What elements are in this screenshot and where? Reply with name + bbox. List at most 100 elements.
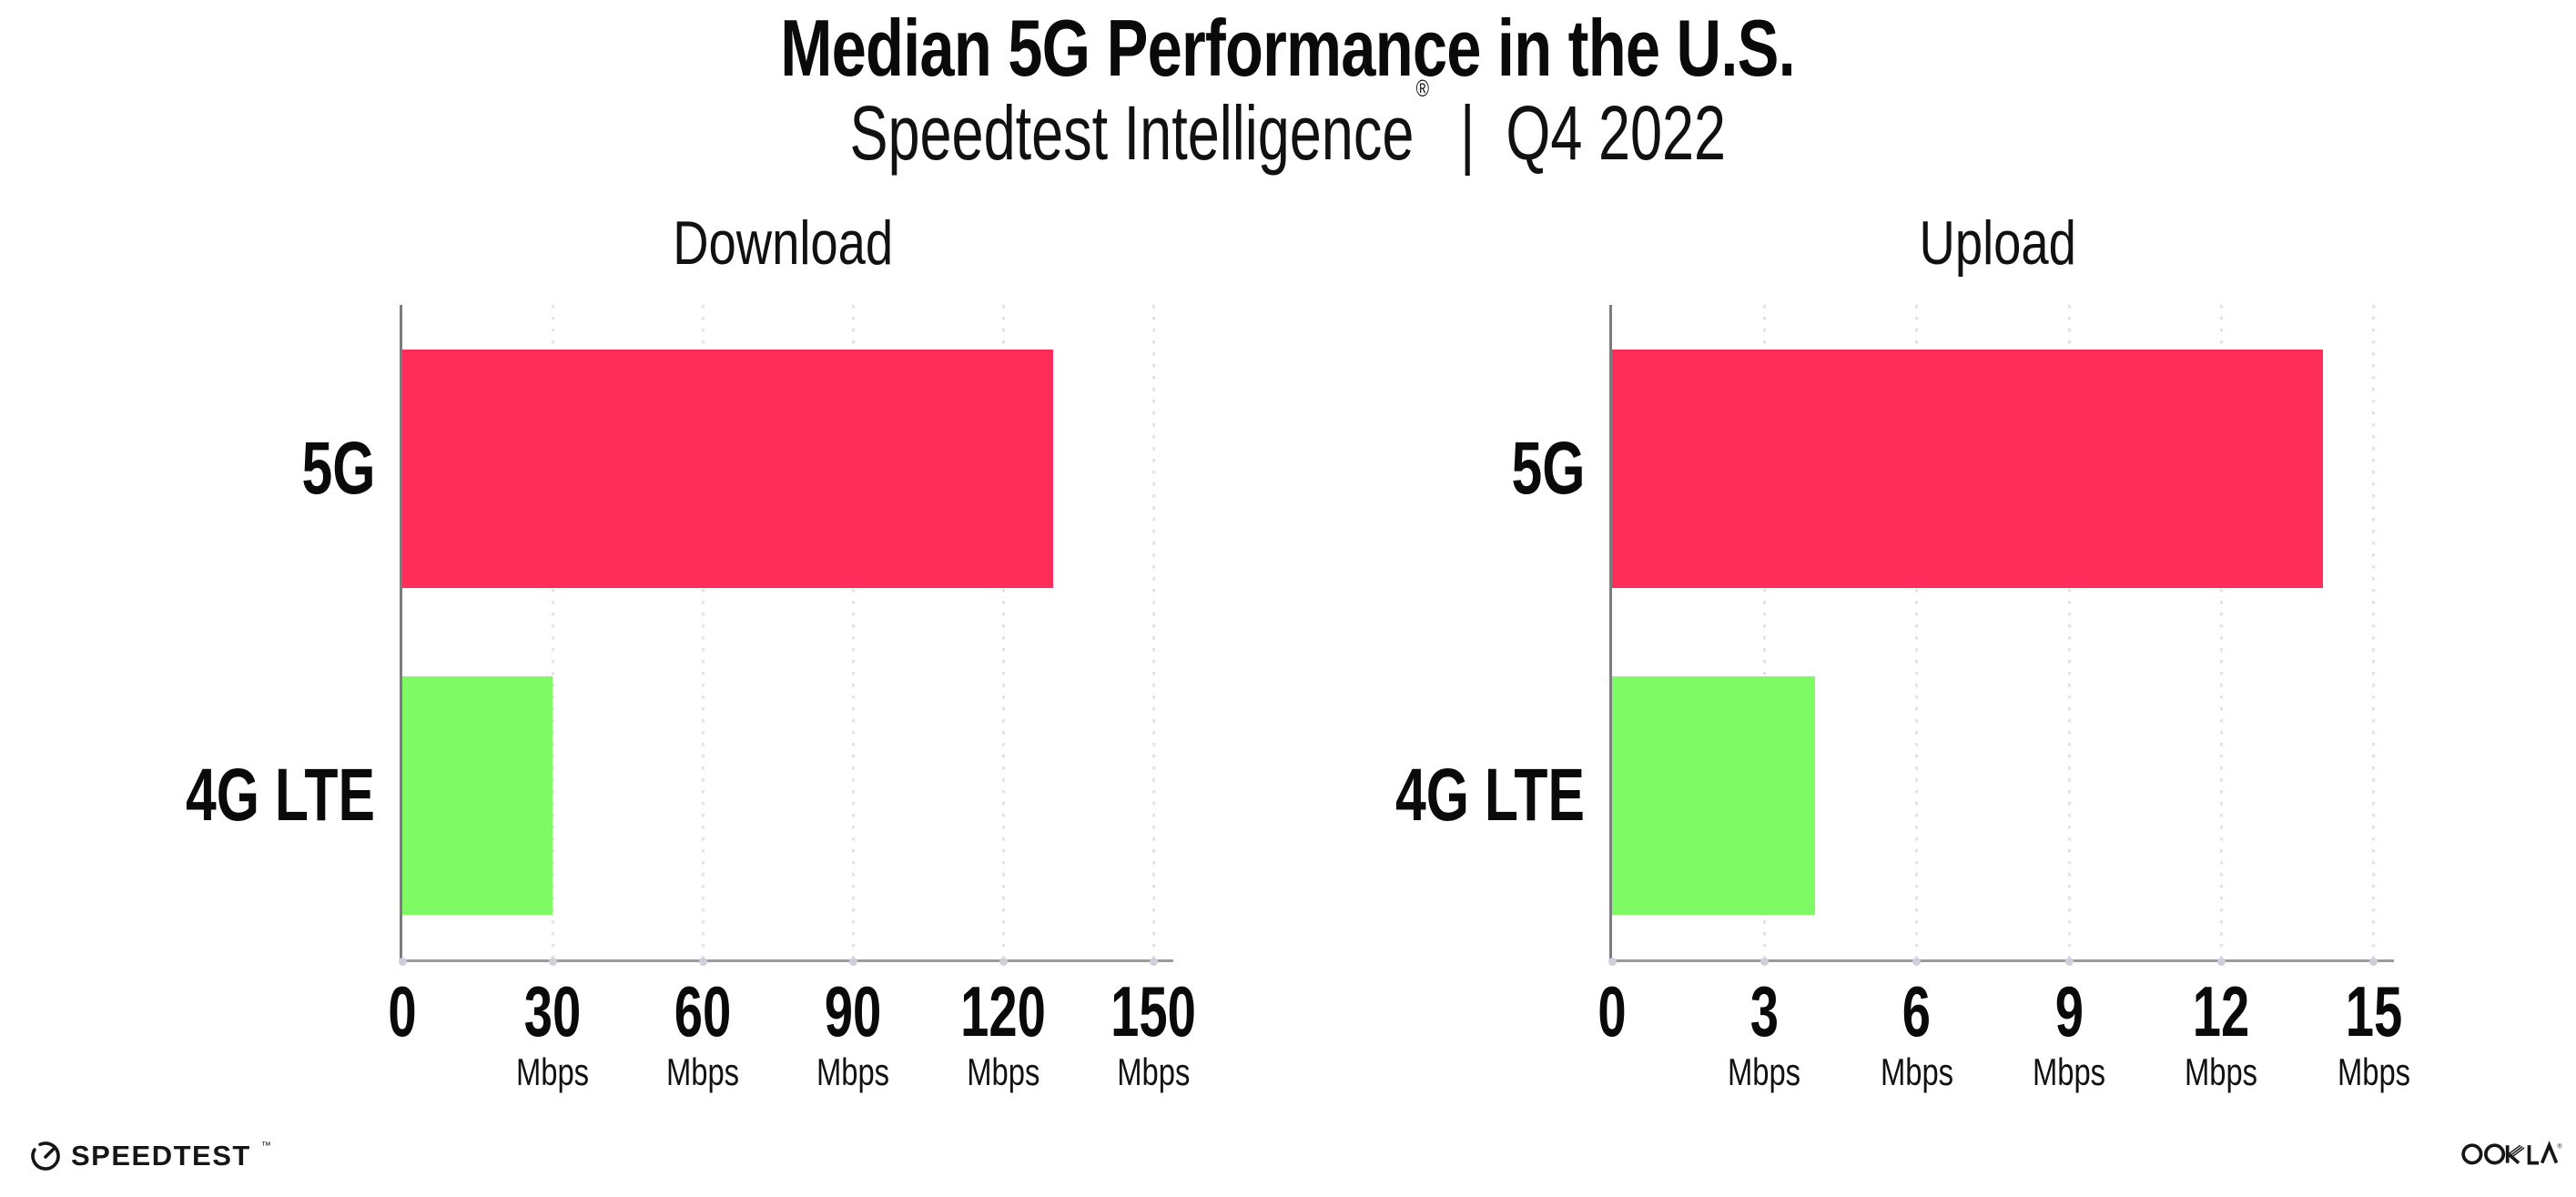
category-label-5g: 5G	[276, 431, 375, 506]
x-tick-label: 6	[1870, 976, 1963, 1047]
x-tick-value: 0	[388, 971, 417, 1051]
page-subtitle: Speedtest Intelligence® | Q4 2022	[0, 75, 2576, 178]
x-tick-90: 90 Mbps	[806, 976, 900, 1093]
x-tick-unit: Mbps	[2175, 1051, 2268, 1093]
x-tick-value: 3	[1749, 971, 1779, 1051]
x-axis-line	[1609, 959, 2394, 962]
y-axis-line	[400, 305, 402, 961]
x-tick-label: 3	[1718, 976, 1811, 1047]
x-tick-value: 12	[2193, 971, 2250, 1051]
speedtest-wordmark: SPEEDTEST	[71, 1140, 251, 1172]
gridline-9	[2067, 305, 2071, 959]
x-tick-value: 90	[824, 971, 882, 1051]
axis-tick-mark-0	[398, 958, 407, 966]
upload-chart-title: Upload	[1612, 208, 2384, 279]
x-tick-value: 6	[1902, 971, 1932, 1051]
x-tick-label: 120	[944, 976, 1062, 1047]
axis-tick-mark-12	[2216, 958, 2226, 966]
x-tick-unit: Mbps	[806, 1051, 900, 1093]
x-tick-unit: Mbps	[506, 1051, 600, 1093]
download-gridlines	[402, 305, 1163, 959]
x-tick-label: 150	[1094, 976, 1212, 1047]
x-tick-3: 3 Mbps	[1718, 976, 1811, 1093]
gridline-12	[2219, 305, 2223, 959]
axis-tick-mark-3	[1760, 958, 1769, 966]
x-tick-0: 0	[1592, 976, 1631, 1047]
gridline-60	[701, 305, 705, 959]
x-tick-label: 90	[806, 976, 900, 1047]
x-tick-12: 12 Mbps	[2175, 976, 2268, 1093]
category-label-4g-lte: 4G LTE	[1329, 758, 1585, 833]
gridline-150	[1151, 305, 1155, 959]
x-tick-unit: Mbps	[656, 1051, 750, 1093]
x-tick-unit-text: Mbps	[2185, 1050, 2258, 1093]
trademark-mark: ™	[260, 1141, 271, 1151]
axis-tick-mark-120	[999, 958, 1008, 966]
download-plot-area	[398, 305, 1173, 966]
x-tick-unit-text: Mbps	[1880, 1050, 1953, 1093]
axis-tick-mark-60	[698, 958, 707, 966]
x-tick-label: 30	[506, 976, 600, 1047]
x-tick-unit-text: Mbps	[1116, 1050, 1191, 1093]
upload-gridlines	[1612, 305, 2384, 959]
x-tick-label: 0	[1592, 976, 1631, 1047]
x-tick-value: 60	[674, 971, 732, 1051]
x-tick-unit-text: Mbps	[2337, 1050, 2410, 1093]
ookla-wordmark-icon: ®	[2461, 1141, 2562, 1165]
upload-x-axis-ticks: 0 3 Mbps 6 Mbps 9 Mbps 12 Mbps 15 Mbps	[1597, 976, 2410, 1121]
axis-tick-mark-150	[1149, 958, 1158, 966]
gridline-90	[851, 305, 855, 959]
x-tick-30: 30 Mbps	[506, 976, 600, 1093]
x-tick-6: 6 Mbps	[1870, 976, 1963, 1093]
upload-category-labels: 5G 4G LTE	[1166, 305, 1585, 959]
x-tick-label: 0	[382, 976, 421, 1047]
bar-4g-lte	[1612, 676, 1816, 916]
page-title: Median 5G Performance in the U.S.	[0, 2, 2576, 95]
x-axis-line	[400, 959, 1173, 962]
x-tick-0: 0	[382, 976, 421, 1047]
bar-5g	[1612, 349, 2324, 588]
axis-tick-mark-6	[1912, 958, 1922, 966]
x-tick-unit: Mbps	[2023, 1051, 2116, 1093]
y-axis-line	[1609, 305, 1612, 961]
subtitle-divider: |	[1460, 90, 1476, 176]
x-tick-label: 12	[2175, 976, 2268, 1047]
x-tick-value: 15	[2345, 971, 2403, 1051]
upload-plot-area	[1607, 305, 2394, 966]
ookla-logo: ®	[2461, 1140, 2563, 1172]
x-tick-150: 150 Mbps	[1094, 976, 1212, 1093]
ookla-registered-mark: ®	[2557, 1143, 2562, 1151]
x-tick-unit-text: Mbps	[816, 1050, 890, 1093]
x-tick-unit: Mbps	[944, 1051, 1062, 1093]
x-tick-value: 120	[960, 971, 1046, 1051]
x-tick-unit: Mbps	[1718, 1051, 1811, 1093]
upload-chart-title-text: Upload	[1919, 208, 2077, 278]
gridline-15	[2372, 305, 2376, 959]
x-tick-unit-text: Mbps	[1728, 1050, 1801, 1093]
x-tick-label: 9	[2023, 976, 2116, 1047]
x-tick-label: 60	[656, 976, 750, 1047]
registered-trademark-mark: ®	[1415, 75, 1430, 102]
axis-tick-mark-90	[848, 958, 857, 966]
download-chart-title: Download	[402, 208, 1163, 279]
x-tick-value: 30	[523, 971, 582, 1051]
category-label-text: 5G	[1511, 426, 1585, 510]
gridline-6	[1915, 305, 1919, 959]
x-tick-value: 150	[1111, 971, 1196, 1051]
x-tick-label: 15	[2327, 976, 2420, 1047]
axis-tick-mark-9	[2064, 958, 2074, 966]
gridline-120	[1001, 305, 1005, 959]
subtitle-period: Q4 2022	[1506, 90, 1727, 176]
x-tick-9: 9 Mbps	[2023, 976, 2116, 1093]
x-tick-unit-text: Mbps	[966, 1050, 1040, 1093]
x-tick-60: 60 Mbps	[656, 976, 750, 1093]
x-tick-value: 9	[2054, 971, 2084, 1051]
x-tick-unit: Mbps	[1094, 1051, 1212, 1093]
subtitle-product: Speedtest Intelligence	[849, 90, 1415, 176]
x-tick-value: 0	[1597, 971, 1627, 1051]
download-chart-title-text: Download	[673, 208, 893, 278]
x-tick-unit: Mbps	[1870, 1051, 1963, 1093]
axis-tick-mark-30	[548, 958, 557, 966]
